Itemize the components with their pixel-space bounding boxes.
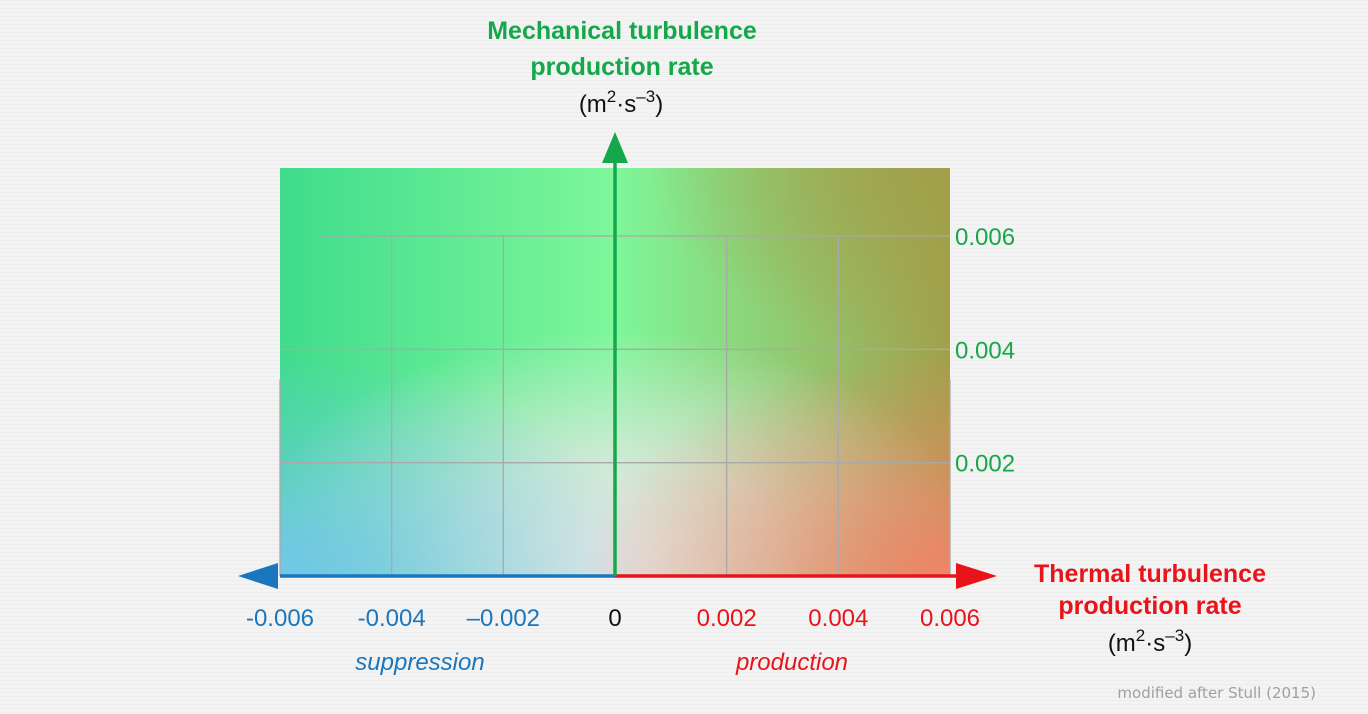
x-axis-title-line-1: Thermal turbulence — [1034, 560, 1266, 588]
production-label: production — [735, 649, 848, 676]
y-axis-units: (m2·s–3) — [579, 87, 663, 118]
grid — [279, 235, 951, 576]
x-tick-label: 0.006 — [920, 605, 980, 632]
x-tick-label: -0.006 — [246, 605, 314, 632]
x-tick-label: -0.004 — [358, 605, 426, 632]
x-tick-label: 0.004 — [808, 605, 868, 632]
x-tick-label: –0.002 — [467, 605, 540, 632]
x-axis-right-arrowhead — [956, 563, 997, 589]
y-axis-arrowhead — [602, 132, 628, 163]
suppression-label: suppression — [355, 649, 484, 676]
x-axis-left-arrowhead — [238, 563, 278, 589]
x-tick-label: 0.002 — [697, 605, 757, 632]
x-axis-title-line-2: production rate — [1058, 592, 1241, 620]
axes — [238, 132, 997, 589]
y-tick-label: 0.004 — [955, 337, 1015, 364]
y-axis-title-line-2: production rate — [530, 53, 713, 81]
x-tick-label: 0 — [608, 605, 621, 632]
x-axis-units: (m2·s–3) — [1108, 626, 1192, 657]
source-credit: modified after Stull (2015) — [1117, 684, 1316, 702]
labels: -0.006 -0.004 –0.002 0 0.002 0.004 0.006 0.006 0… — [246, 17, 1266, 676]
y-tick-label: 0.006 — [955, 224, 1015, 251]
y-tick-label: 0.002 — [955, 451, 1015, 478]
y-axis-title-line-1: Mechanical turbulence — [487, 17, 757, 45]
